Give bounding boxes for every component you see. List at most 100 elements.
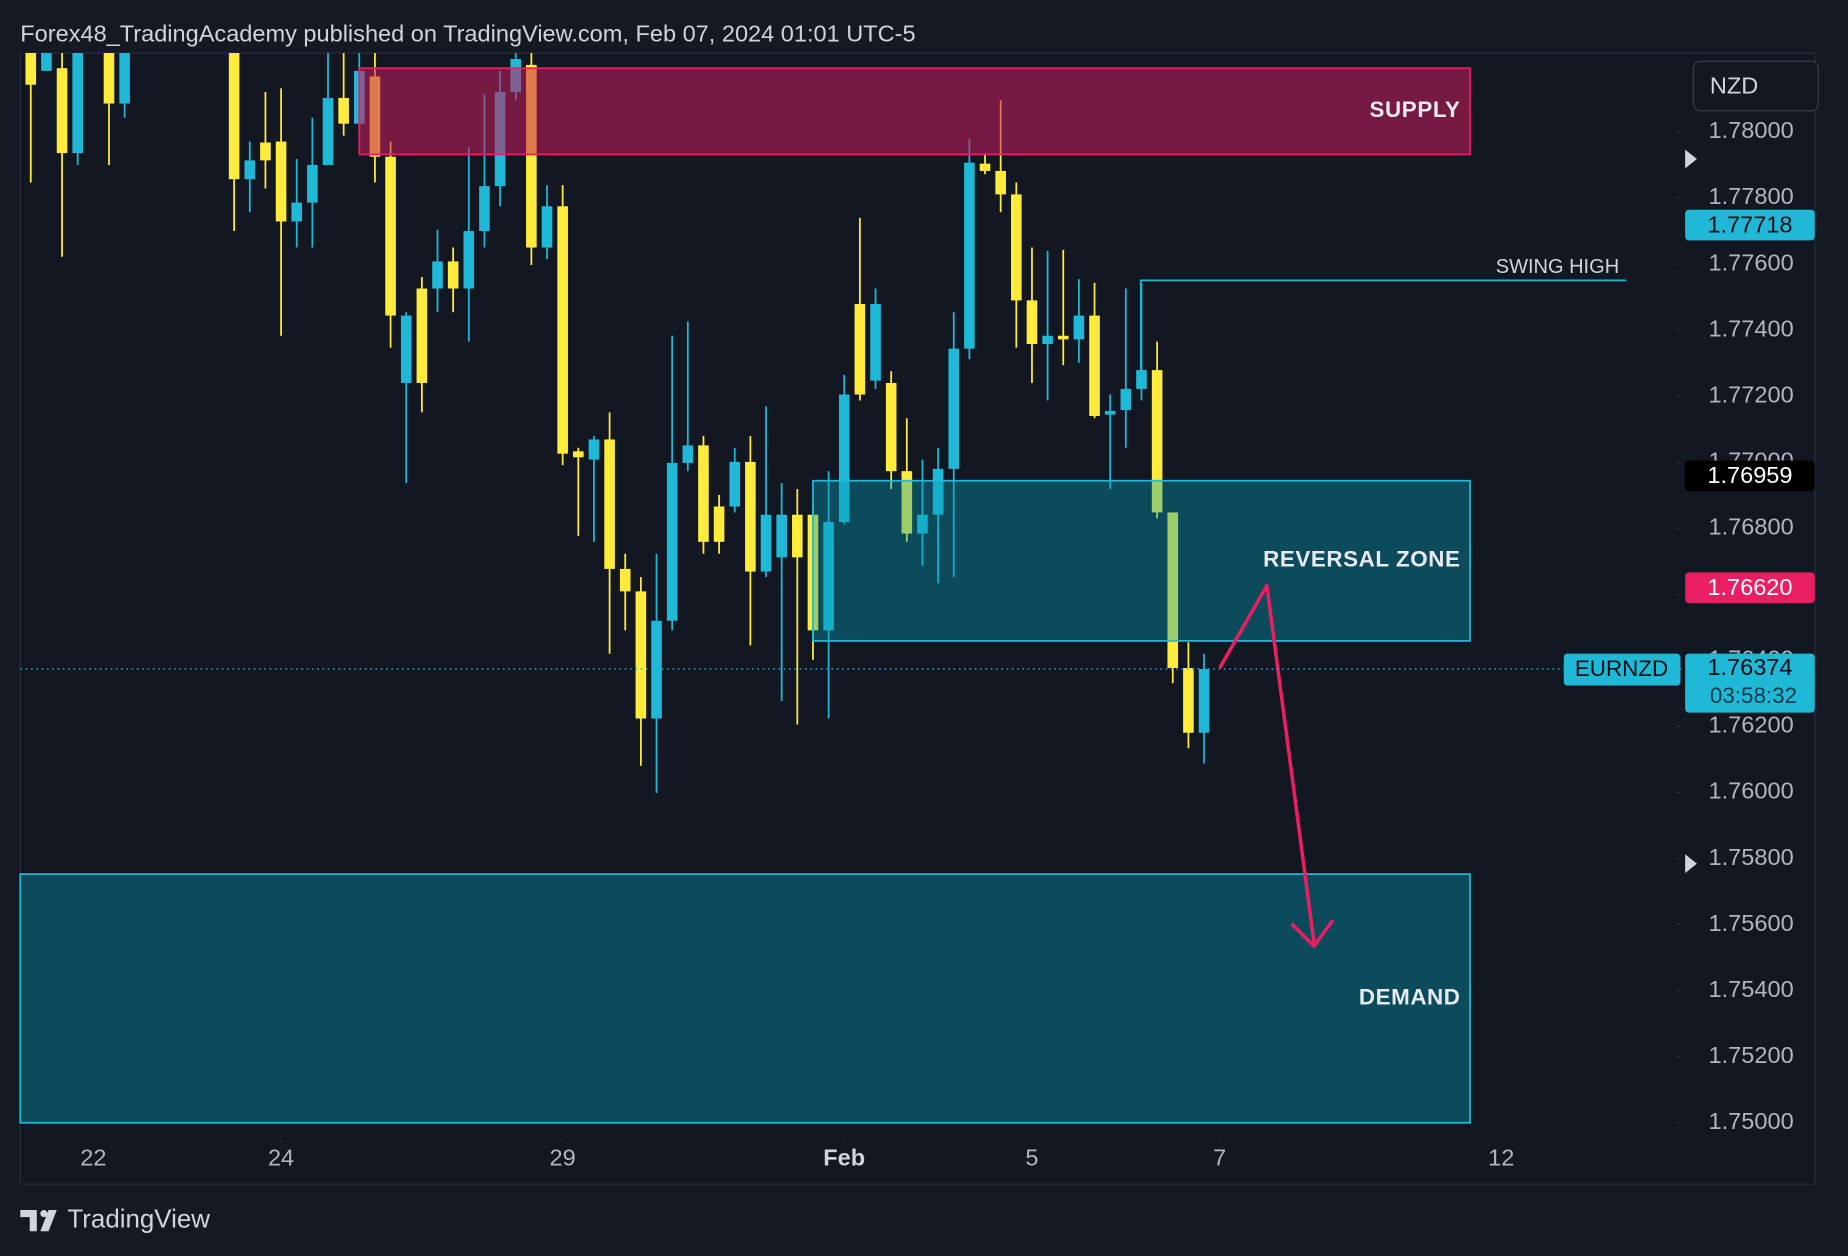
candle-body: [854, 304, 866, 395]
y-tick-label: 1.75600: [1709, 910, 1794, 936]
y-tick-label: 1.75400: [1709, 976, 1794, 1002]
candle-body: [666, 462, 678, 621]
candle-body: [338, 97, 349, 124]
y-tick-label: 1.75000: [1709, 1108, 1794, 1134]
candle-body: [1073, 315, 1085, 340]
candle-body: [776, 514, 787, 558]
price-badges: 1.77718 1.76959 1.76620 EURNZD 1.76374 03:58:…: [20, 209, 1815, 713]
candle-body: [1011, 194, 1022, 301]
candle-body: [56, 68, 68, 154]
y-tick-label: 1.77800: [1709, 183, 1794, 209]
candle-body: [541, 206, 553, 248]
candle-body: [400, 315, 412, 383]
price-badge: [1685, 572, 1815, 604]
y-tick-label: 1.76000: [1709, 778, 1794, 804]
header-text: Forex48_TradingAcademy published on Trad…: [20, 21, 915, 47]
candle-body: [1183, 668, 1194, 733]
price-badge-label: 1.76959: [1707, 462, 1792, 488]
candle-body: [275, 141, 287, 222]
candle-body: [698, 445, 709, 542]
x-tick-label: 12: [1488, 1145, 1514, 1171]
candle-body: [25, 53, 37, 85]
candle-body: [103, 53, 115, 104]
candle-body: [72, 53, 84, 154]
candle-body: [557, 206, 568, 454]
y-tick-label: 1.77600: [1709, 249, 1794, 275]
price-badge-label: 1.77718: [1707, 211, 1792, 237]
zone-label: DEMAND: [1359, 984, 1461, 1009]
candle-body: [1026, 300, 1038, 344]
price-badge-label: 1.76620: [1707, 574, 1792, 600]
candle-body: [1151, 370, 1163, 513]
x-tick-label: 24: [268, 1145, 294, 1171]
price-badge: [1685, 460, 1815, 492]
candle-body: [1198, 668, 1210, 733]
zone-label: REVERSAL ZONE: [1263, 547, 1460, 572]
candle-body: [682, 445, 694, 463]
candle-body: [604, 439, 615, 569]
scale-marker: [1685, 149, 1697, 169]
candle-body: [635, 591, 647, 719]
candle-body: [416, 288, 428, 383]
candle-body: [838, 394, 850, 523]
y-tick-label: 1.76800: [1709, 514, 1794, 540]
candle-body: [432, 261, 443, 289]
candle-body: [1057, 335, 1069, 340]
candle-body: [901, 471, 913, 534]
last-price-badge: [1685, 653, 1815, 713]
arrow-head: [1290, 919, 1335, 948]
candle-body: [479, 186, 490, 232]
x-tick-label: 5: [1025, 1145, 1038, 1171]
zone-label: SUPPLY: [1370, 97, 1461, 122]
candle-body: [244, 160, 256, 180]
candle-body: [228, 53, 240, 180]
candle-body: [713, 506, 725, 542]
y-tick-label: 1.77200: [1709, 381, 1794, 407]
candle-body: [588, 439, 600, 460]
candle-body: [119, 53, 130, 104]
logo-mark: [20, 1210, 57, 1232]
candle-body: [932, 468, 944, 515]
zone: [19, 873, 1471, 1124]
countdown-label: 03:58:32: [1710, 683, 1797, 708]
projection-arrow: [1218, 583, 1316, 943]
candle-body: [745, 461, 756, 572]
candle-body: [1167, 512, 1179, 669]
candle-body: [619, 568, 631, 592]
x-tick-label: 22: [80, 1145, 106, 1171]
candle-body: [385, 156, 396, 316]
x-tick-label: Feb: [823, 1145, 865, 1171]
chart-frame: [19, 52, 1816, 1185]
scale-marker: [1685, 854, 1697, 874]
x-tick-label: 7: [1213, 1145, 1226, 1171]
candle-body: [307, 164, 318, 203]
logo-dot: [40, 1210, 48, 1218]
y-tick-label: 1.77400: [1709, 315, 1794, 341]
tradingview-logo: [20, 1210, 57, 1232]
zone: [812, 479, 1471, 642]
candle-body: [1120, 388, 1132, 411]
candle-body: [823, 522, 834, 631]
candle-body: [995, 170, 1006, 195]
price-badge: [1685, 209, 1815, 241]
candle-body: [979, 163, 991, 171]
candle-body: [760, 514, 772, 572]
candle-body: [651, 620, 662, 719]
swing-high-line: [1139, 279, 1627, 378]
y-tick-label: 1.78000: [1709, 117, 1794, 143]
zone: [358, 67, 1471, 156]
candle-body: [573, 451, 584, 458]
candle-body: [964, 162, 975, 349]
candle-body: [322, 97, 334, 165]
candle-body: [1136, 370, 1147, 389]
zones: SUPPLY REVERSAL ZONE DEMAND: [19, 67, 1471, 1124]
currency-button-label[interactable]: NZD: [1710, 72, 1758, 98]
candle-body: [948, 348, 960, 469]
currency-button[interactable]: [1692, 60, 1819, 112]
candle-body: [1104, 411, 1116, 415]
candle-body: [1042, 335, 1053, 344]
candle-body: [792, 514, 803, 558]
candle-body: [291, 202, 303, 222]
